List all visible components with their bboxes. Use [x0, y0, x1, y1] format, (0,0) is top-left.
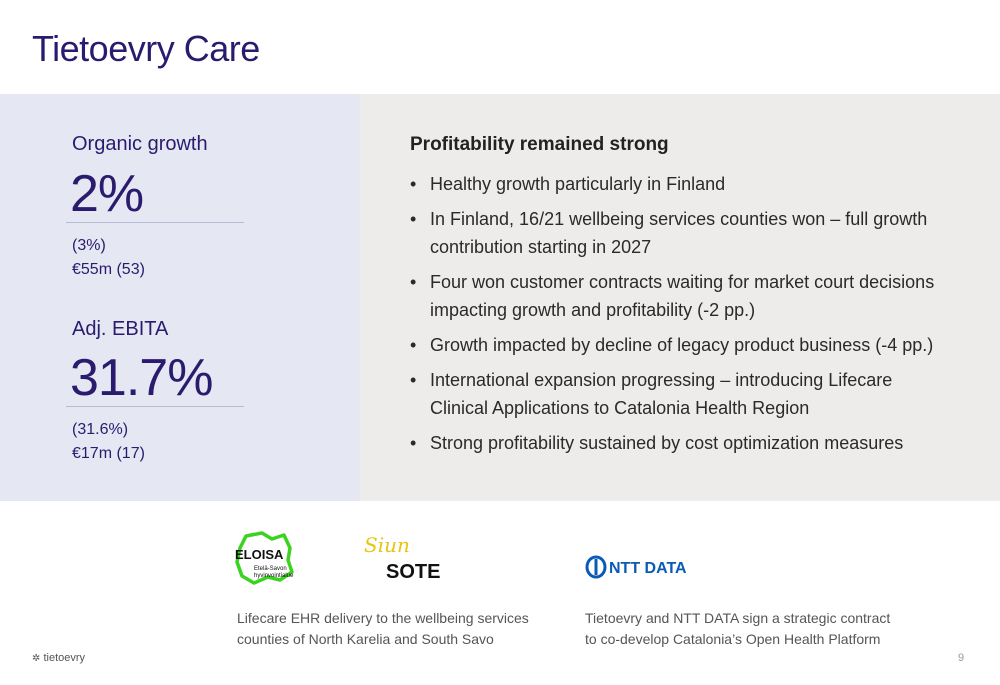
bullet-icon: •	[410, 174, 417, 194]
eloisa-logo-name: ELOISA	[235, 547, 284, 562]
caption-lifecare: Lifecare EHR delivery to the wellbeing s…	[237, 608, 529, 650]
caption-line: Lifecare EHR delivery to the wellbeing s…	[237, 610, 529, 626]
caption-line: to co-develop Catalonia’s Open Health Pl…	[585, 631, 881, 647]
bullet-icon: •	[410, 272, 417, 292]
page-number: 9	[958, 652, 965, 664]
footer-brand-text: tietoevry	[43, 652, 86, 664]
bullet-icon: •	[410, 209, 417, 229]
ntt-data-logo: NTT DATA	[585, 555, 687, 579]
bullet-icon: •	[410, 335, 417, 355]
eloisa-logo-sub2: hyvinvointialue	[254, 573, 294, 579]
kpi-sub-organic-growth-amount: €55m (53)	[72, 261, 145, 278]
list-item: • Strong profitability sustained by cost …	[410, 429, 950, 457]
highlights-heading: Profitability remained strong	[410, 134, 669, 155]
bullet-text: Growth impacted by decline of legacy pro…	[430, 335, 934, 355]
eloisa-logo: ELOISA Etelä-Savon hyvinvointialue	[235, 531, 294, 585]
kpi-divider	[66, 406, 244, 407]
kpi-divider	[66, 222, 244, 223]
kpi-sub-adj-ebita-prev: (31.6%)	[72, 421, 129, 438]
bullet-icon: •	[410, 370, 417, 390]
caption-ntt-data: Tietoevry and NTT DATA sign a strategic …	[585, 608, 890, 650]
list-item: • Growth impacted by decline of legacy pr…	[410, 331, 950, 359]
list-item: • Healthy growth particularly in Finland	[410, 170, 950, 198]
siun-sote-script: Siun	[364, 533, 410, 557]
siun-sote-logo: Siun SOTE	[364, 533, 440, 583]
kpi-label-organic-growth: Organic growth	[72, 133, 208, 155]
page-title: Tietoevry Care	[32, 28, 260, 69]
highlights-panel	[360, 94, 1000, 501]
tietoevry-logo-icon: ✲	[32, 653, 41, 664]
kpi-value-adj-ebita: 31.7%	[70, 349, 213, 407]
bullet-text: Strong profitability sustained by cost o…	[430, 433, 904, 453]
list-item: • In Finland, 16/21 wellbeing services co…	[410, 205, 950, 261]
highlights-list: • Healthy growth particularly in Finland …	[410, 170, 950, 464]
siun-sote-name: SOTE	[386, 561, 440, 583]
bullet-icon: •	[410, 433, 417, 453]
bullet-text: International expansion progressing – in…	[430, 370, 893, 418]
kpi-sub-organic-growth-prev: (3%)	[72, 237, 106, 254]
bullet-text: Four won customer contracts waiting for …	[430, 272, 935, 320]
list-item: • Four won customer contracts waiting for…	[410, 268, 950, 324]
ntt-data-name: NTT DATA	[609, 560, 687, 577]
eloisa-logo-sub1: Etelä-Savon	[254, 566, 287, 572]
caption-line: Tietoevry and NTT DATA sign a strategic …	[585, 610, 891, 626]
kpi-panel	[0, 94, 360, 501]
bullet-text: Healthy growth particularly in Finland	[430, 174, 726, 194]
list-item: • International expansion progressing – i…	[410, 366, 950, 422]
kpi-label-adj-ebita: Adj. EBITA	[72, 318, 169, 340]
kpi-value-organic-growth: 2%	[70, 165, 144, 223]
bullet-text: In Finland, 16/21 wellbeing services cou…	[430, 209, 928, 257]
kpi-sub-adj-ebita-amount: €17m (17)	[72, 445, 145, 462]
footer-brand-logo: ✲ tietoevry	[32, 652, 85, 664]
caption-line: counties of North Karelia and South Savo	[237, 631, 494, 647]
